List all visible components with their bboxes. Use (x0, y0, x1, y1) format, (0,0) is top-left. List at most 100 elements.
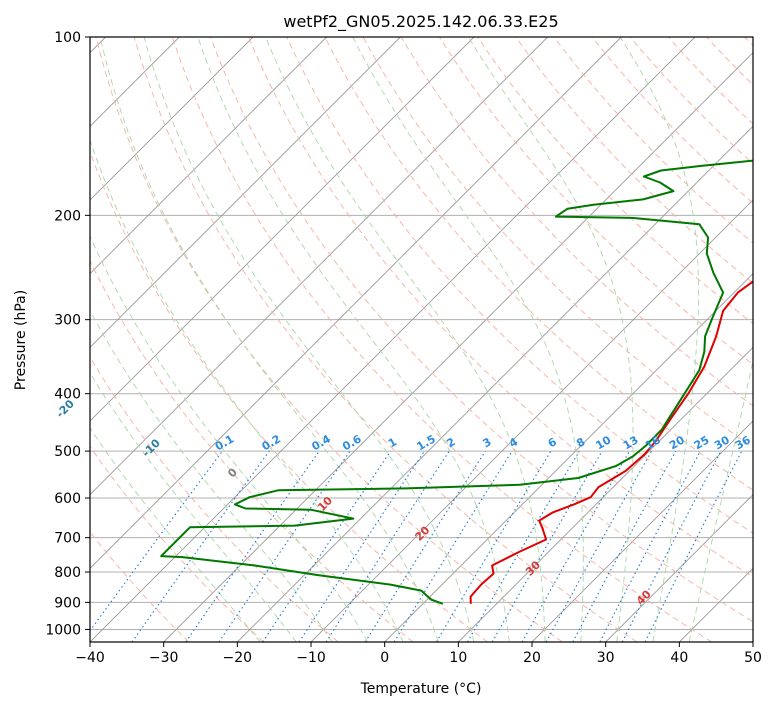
mixing-ratio-label: 10 (594, 433, 614, 452)
isotherm-line (90, 37, 696, 642)
y-tick-label: 900 (54, 595, 81, 611)
y-tick-label: 500 (54, 444, 81, 460)
moist-adiabat-line (467, 37, 634, 642)
dry-adiabat-line (90, 259, 414, 642)
mixing-ratio-line (364, 450, 486, 642)
y-tick-label: 100 (54, 30, 81, 46)
mixing-ratio-line (90, 450, 223, 632)
moist-adiabat-line (265, 37, 546, 642)
isotherm-line (90, 37, 401, 348)
y-tick-label: 700 (54, 531, 81, 547)
mixing-ratio-line (131, 450, 270, 642)
moist-adiabat-line (90, 138, 404, 642)
isotherm-line (237, 125, 753, 642)
x-tick-label: 40 (670, 650, 688, 666)
dry-adiabat-line (515, 37, 753, 284)
y-tick-label: 800 (54, 565, 81, 581)
isotherm-line (163, 52, 753, 642)
y-tick-label: 1000 (45, 622, 81, 638)
dry-adiabat-line (591, 37, 753, 204)
y-axis-label: Pressure (hPa) (13, 290, 29, 390)
dry-adiabat-line (95, 37, 563, 642)
isotherm-line (531, 420, 753, 642)
isotherm-line (90, 37, 327, 275)
x-tick-label: 20 (523, 650, 541, 666)
mixing-ratio-line (644, 450, 743, 642)
dry-adiabat-label: 40 (634, 587, 654, 607)
temperature-line (469, 280, 753, 604)
isotherm-line (90, 37, 475, 422)
x-tick-label: −20 (223, 650, 253, 666)
mixing-ratio-label: 2 (444, 435, 457, 450)
dry-adiabat-line (706, 37, 753, 86)
mixing-ratio-label: 1 (386, 435, 399, 450)
y-tick-label: 600 (54, 491, 81, 507)
isotherm-line (679, 567, 753, 642)
isotherm-line (90, 37, 254, 201)
dry-adiabat-line (324, 37, 753, 491)
moist-adiabat-line (143, 37, 475, 642)
x-tick-label: 30 (597, 650, 615, 666)
dry-adiabat-line (90, 356, 339, 642)
mixing-ratio-line (599, 450, 701, 642)
dry-adiabat-line (439, 37, 753, 365)
mixing-ratio-line (521, 450, 630, 642)
chart-title: wetPf2_GN05.2025.142.06.33.E25 (283, 12, 558, 32)
dry-adiabat-line (133, 37, 638, 642)
y-tick-label: 300 (54, 313, 81, 329)
isotherm-line (458, 346, 753, 642)
dry-adiabat-label: 30 (523, 558, 543, 578)
mixing-ratio-line (325, 450, 450, 642)
mixing-ratio-label: 13 (621, 433, 641, 452)
moist-adiabat-line (352, 37, 584, 642)
mixing-ratio-label: 0.2 (260, 432, 283, 453)
moist-adiabat-line (90, 235, 369, 642)
mixing-ratio-label: 6 (546, 435, 559, 450)
line-labels: 0.10.20.40.611.52346810131620253036-100-… (54, 397, 753, 608)
mixing-ratio-line (393, 450, 513, 642)
x-tick-label: −10 (296, 650, 326, 666)
mixing-ratio-label: 30 (712, 433, 732, 452)
grid-layer (90, 37, 753, 642)
dry-adiabat-line (248, 37, 753, 578)
moist-adiabat-line (99, 37, 439, 642)
sounding-traces (160, 159, 753, 605)
dry-adiabat-line (171, 37, 712, 642)
dry-adiabat-line (90, 445, 264, 642)
mixing-ratio-label: 20 (667, 433, 687, 452)
x-tick-label: −30 (149, 650, 179, 666)
moist-adiabat-line (90, 372, 297, 642)
mixing-ratio-line (218, 450, 351, 642)
moist-adiabat-line (688, 358, 753, 642)
dry-adiabat-line (210, 37, 753, 623)
dry-adiabat-line (668, 37, 753, 125)
isotherm-line (90, 37, 622, 569)
mixing-ratio-label: 0.4 (310, 432, 334, 453)
mixing-ratio-line (572, 450, 677, 642)
dry-adiabat-line (553, 37, 753, 244)
moist-adiabat-line (90, 427, 261, 642)
dry-adiabat-line (286, 37, 753, 534)
moist-adiabat-line (619, 37, 699, 642)
x-axis-label: Temperature (°C) (360, 681, 482, 697)
dry-adiabat-label: 20 (412, 523, 432, 543)
y-tick-label: 400 (54, 387, 81, 403)
mixing-ratio-label: 3 (480, 435, 493, 450)
mixing-ratio-line (435, 450, 552, 642)
mixing-ratio-label: 1.5 (414, 432, 437, 453)
isotherm-line (752, 641, 753, 642)
mixing-ratio-line (467, 450, 580, 642)
y-axis: 1000 900 800 700 600 500 400 300 200 100 (45, 30, 90, 638)
isotherm-line (605, 494, 753, 642)
x-tick-label: 50 (744, 650, 762, 666)
x-tick-label: −40 (75, 650, 105, 666)
mixing-ratio-line (262, 450, 392, 642)
mixing-ratio-label: 4 (507, 435, 520, 450)
isotherm-line (384, 273, 753, 642)
mixing-ratio-line (298, 450, 425, 642)
dry-adiabat-label: 0 (225, 465, 240, 480)
isotherm-line (90, 37, 548, 496)
dewpoint-line (160, 159, 753, 605)
x-tick-label: 10 (449, 650, 467, 666)
